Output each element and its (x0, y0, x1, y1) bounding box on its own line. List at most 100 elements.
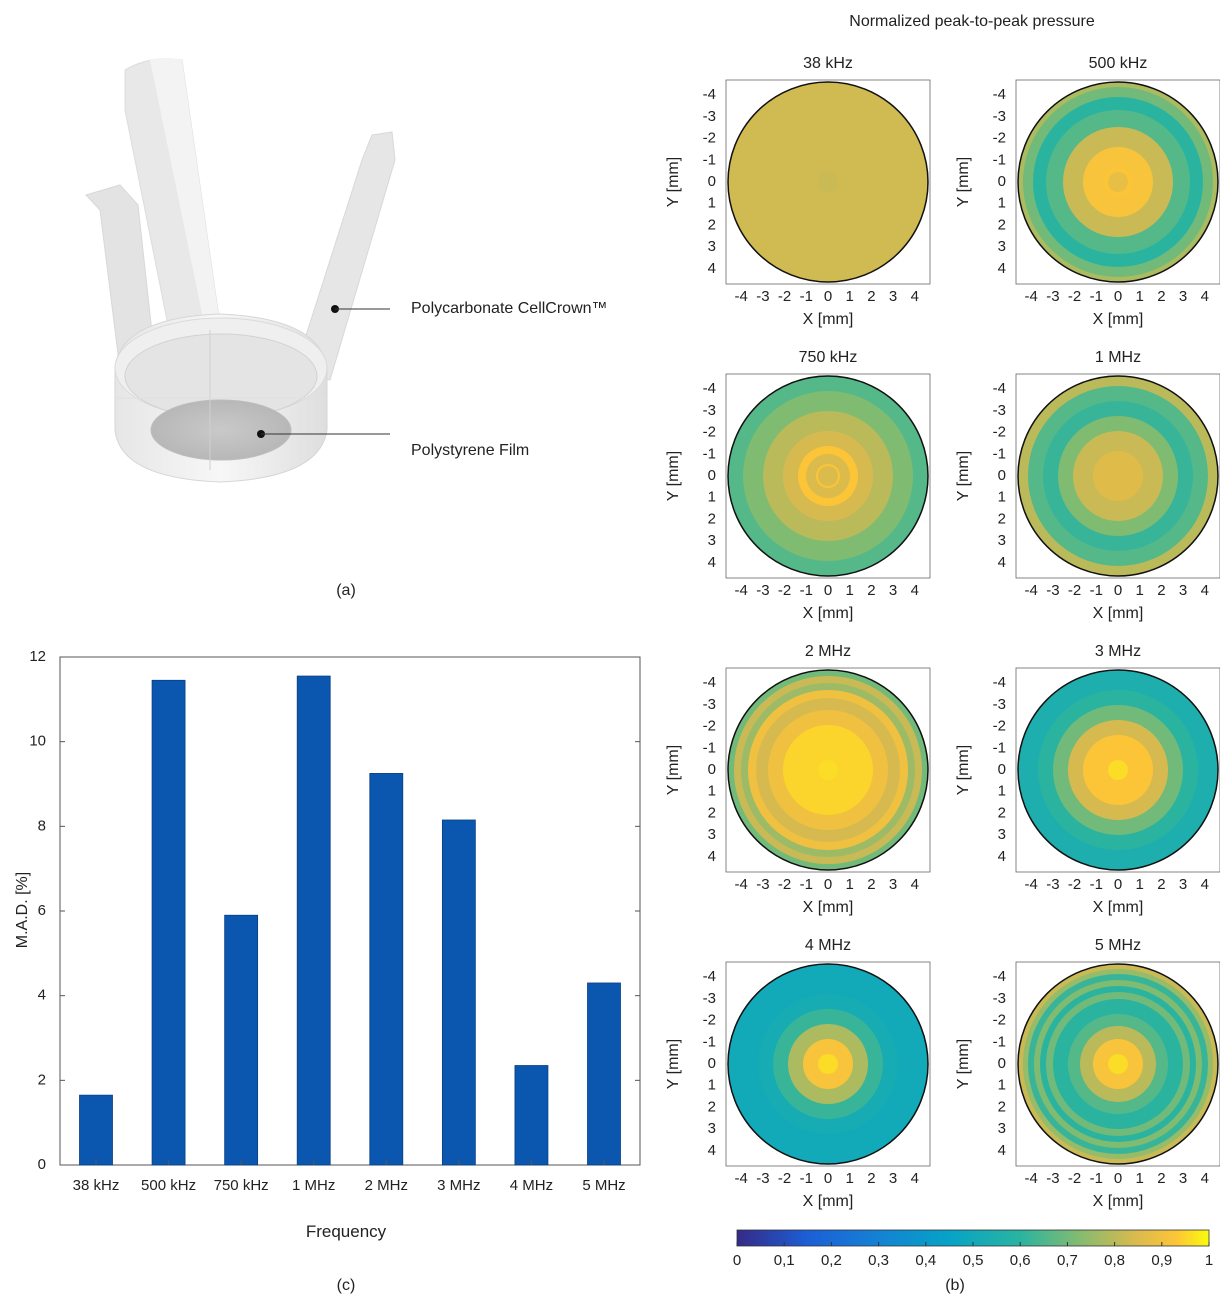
y-axis-label: Y [mm] (665, 157, 682, 207)
y-tick-label: 4 (998, 1142, 1006, 1159)
y-tick-label: 10 (29, 733, 46, 750)
y-tick-label: -4 (993, 968, 1006, 985)
y-tick-label: -4 (993, 86, 1006, 103)
colorbar: 0 0,1 0,2 0,3 0,4 0,5 0,6 0,7 0,8 0,9 1 (733, 1229, 1213, 1269)
bar (296, 675, 331, 1166)
x-tick-label: 0 (824, 288, 832, 305)
x-tick-label: 750 kHz (214, 1177, 269, 1194)
x-tick-label: -4 (1025, 288, 1038, 305)
map-boundary (1017, 375, 1219, 577)
x-tick-label: -1 (1090, 582, 1103, 599)
x-tick-label: 2 (867, 1170, 875, 1187)
y-tick-label: 4 (38, 987, 46, 1004)
x-tick-label: 3 (1179, 876, 1187, 893)
x-tick-label: -4 (1025, 582, 1038, 599)
colorbar-tick-label: 1 (1205, 1252, 1213, 1269)
field-center (1108, 466, 1128, 486)
x-axis-label: X [mm] (1093, 311, 1144, 328)
y-tick-label: 4 (998, 260, 1006, 277)
y-tick-label: 3 (998, 826, 1006, 843)
x-tick-label: -2 (1068, 1170, 1081, 1187)
y-tick-label: 4 (708, 260, 716, 277)
y-axis-label: Y [mm] (955, 157, 972, 207)
x-axis-label: X [mm] (803, 1193, 854, 1210)
y-tick-label: 4 (998, 848, 1006, 865)
x-tick-label: -1 (800, 288, 813, 305)
x-tick-label: 3 (889, 876, 897, 893)
caption-c: (c) (337, 1277, 356, 1294)
y-tick-label: 2 (708, 804, 716, 821)
y-tick-label: -1 (993, 151, 1006, 168)
y-tick-label: -3 (703, 696, 716, 713)
x-tick-label: 3 (889, 288, 897, 305)
y-tick-label: 1 (708, 195, 716, 212)
x-tick-label: -4 (1025, 876, 1038, 893)
y-tick-label: -4 (703, 674, 716, 691)
map-title: 2 MHz (805, 643, 851, 660)
y-tick-label: -1 (993, 445, 1006, 462)
x-tick-label: -3 (1046, 876, 1059, 893)
x-tick-label: -3 (1046, 582, 1059, 599)
map-boundary (727, 669, 929, 871)
panel-b: Normalized peak-to-peak pressure 38 kHz -… (665, 13, 1220, 1294)
map-axes-frame (1015, 79, 1220, 285)
y-tick-label: -2 (993, 1012, 1006, 1029)
x-tick-label: 0 (824, 582, 832, 599)
y-axis-label: Y [mm] (665, 1039, 682, 1089)
y-tick-label: -3 (993, 696, 1006, 713)
y-tick-label: -2 (703, 424, 716, 441)
x-axis-label: X [mm] (1093, 899, 1144, 916)
bar (151, 679, 186, 1166)
y-tick-label: 0 (708, 1055, 716, 1072)
x-tick-label: -4 (735, 582, 748, 599)
y-tick-label: 4 (998, 554, 1006, 571)
bar (587, 982, 621, 1166)
map-axes-frame (725, 79, 931, 285)
x-tick-label: 4 (1201, 582, 1209, 599)
x-tick-label: 1 (846, 876, 854, 893)
panel-a: Polycarbonate CellCrown™ Polystyrene Fil… (85, 58, 608, 599)
panel-c-bar-chart: 0 2 4 6 8 10 12 38 kHz 500 kHz 750 kHz 1 MHz 2 MHz… (14, 648, 641, 1294)
x-tick-label: 1 (846, 582, 854, 599)
y-tick-label: 4 (708, 554, 716, 571)
y-ticks: 0 2 4 6 8 10 12 (29, 648, 640, 1173)
x-tick-label: 0 (1114, 1170, 1122, 1187)
y-tick-label: -4 (703, 968, 716, 985)
x-tick-label: 0 (1114, 288, 1122, 305)
y-tick-label: 3 (708, 1120, 716, 1137)
label-polycarbonate: Polycarbonate CellCrown™ (411, 300, 608, 317)
y-tick-label: -2 (993, 718, 1006, 735)
map-axes-frame (725, 667, 931, 873)
colorbar-tick-label: 0,4 (915, 1252, 936, 1269)
map-axes-frame (1015, 961, 1220, 1167)
x-tick-label: 4 (1201, 876, 1209, 893)
bar (79, 1094, 113, 1166)
x-tick-label: -2 (778, 582, 791, 599)
map-axes-frame (1015, 667, 1220, 873)
y-tick-label: -2 (703, 130, 716, 147)
x-tick-label: -4 (735, 876, 748, 893)
y-axis-label: Y [mm] (955, 451, 972, 501)
y-tick-label: 2 (708, 216, 716, 233)
y-tick-label: -3 (703, 108, 716, 125)
x-tick-label: -3 (1046, 288, 1059, 305)
y-tick-label: 2 (998, 510, 1006, 527)
x-tick-label: -1 (1090, 876, 1103, 893)
x-tick-label: 38 kHz (73, 1177, 120, 1194)
x-axis-label: X [mm] (1093, 605, 1144, 622)
x-tick-label: 2 (867, 582, 875, 599)
x-tick-label: 0 (824, 1170, 832, 1187)
y-tick-label: -2 (993, 424, 1006, 441)
map-title: 500 kHz (1089, 55, 1148, 72)
callout-polycarbonate: Polycarbonate CellCrown™ (331, 300, 608, 317)
x-tick-label: 4 MHz (510, 1177, 553, 1194)
x-tick-label: -3 (756, 876, 769, 893)
y-axis-label: Y [mm] (665, 451, 682, 501)
y-tick-label: 1 (708, 489, 716, 506)
x-tick-label: 4 (1201, 1170, 1209, 1187)
map-axes-frame (725, 373, 931, 579)
